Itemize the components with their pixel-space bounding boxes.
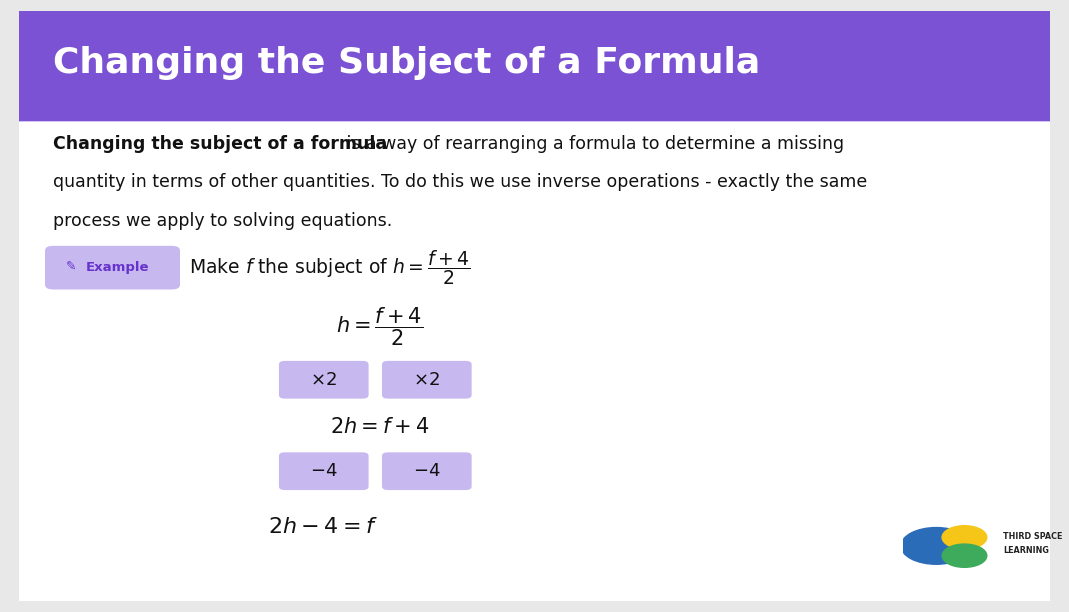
Text: $h = \dfrac{f+4}{2}$: $h = \dfrac{f+4}{2}$ [337,305,423,348]
Text: $\times 2$: $\times 2$ [310,371,337,389]
Text: $-4$: $-4$ [310,462,338,480]
Text: $\times 2$: $\times 2$ [414,371,440,389]
Text: $2h - 4 = f$: $2h - 4 = f$ [268,517,378,537]
Text: $-4$: $-4$ [413,462,440,480]
Text: Example: Example [87,261,150,274]
FancyBboxPatch shape [382,361,471,398]
FancyBboxPatch shape [382,452,471,490]
Circle shape [901,528,972,564]
Circle shape [942,526,987,549]
FancyBboxPatch shape [6,4,1063,121]
FancyBboxPatch shape [45,246,180,289]
Text: process we apply to solving equations.: process we apply to solving equations. [53,212,392,230]
FancyBboxPatch shape [6,4,1063,608]
Bar [19,73,1050,114]
Text: $2h = f + 4$: $2h = f + 4$ [330,417,430,437]
Text: is a way of rearranging a formula to determine a missing: is a way of rearranging a formula to det… [341,135,843,153]
FancyBboxPatch shape [279,452,369,490]
Bar [19,11,1050,114]
Text: quantity in terms of other quantities. To do this we use inverse operations - ex: quantity in terms of other quantities. T… [53,173,868,192]
Text: Make $f$ the subject of $h = \dfrac{f+4}{2}$: Make $f$ the subject of $h = \dfrac{f+4}… [189,248,471,287]
Text: ✎: ✎ [65,259,76,272]
FancyBboxPatch shape [279,361,369,398]
Text: THIRD SPACE
LEARNING: THIRD SPACE LEARNING [1003,532,1063,554]
Text: Changing the Subject of a Formula: Changing the Subject of a Formula [53,46,760,80]
Text: Changing the subject of a formula: Changing the subject of a formula [53,135,387,153]
Circle shape [942,544,987,567]
